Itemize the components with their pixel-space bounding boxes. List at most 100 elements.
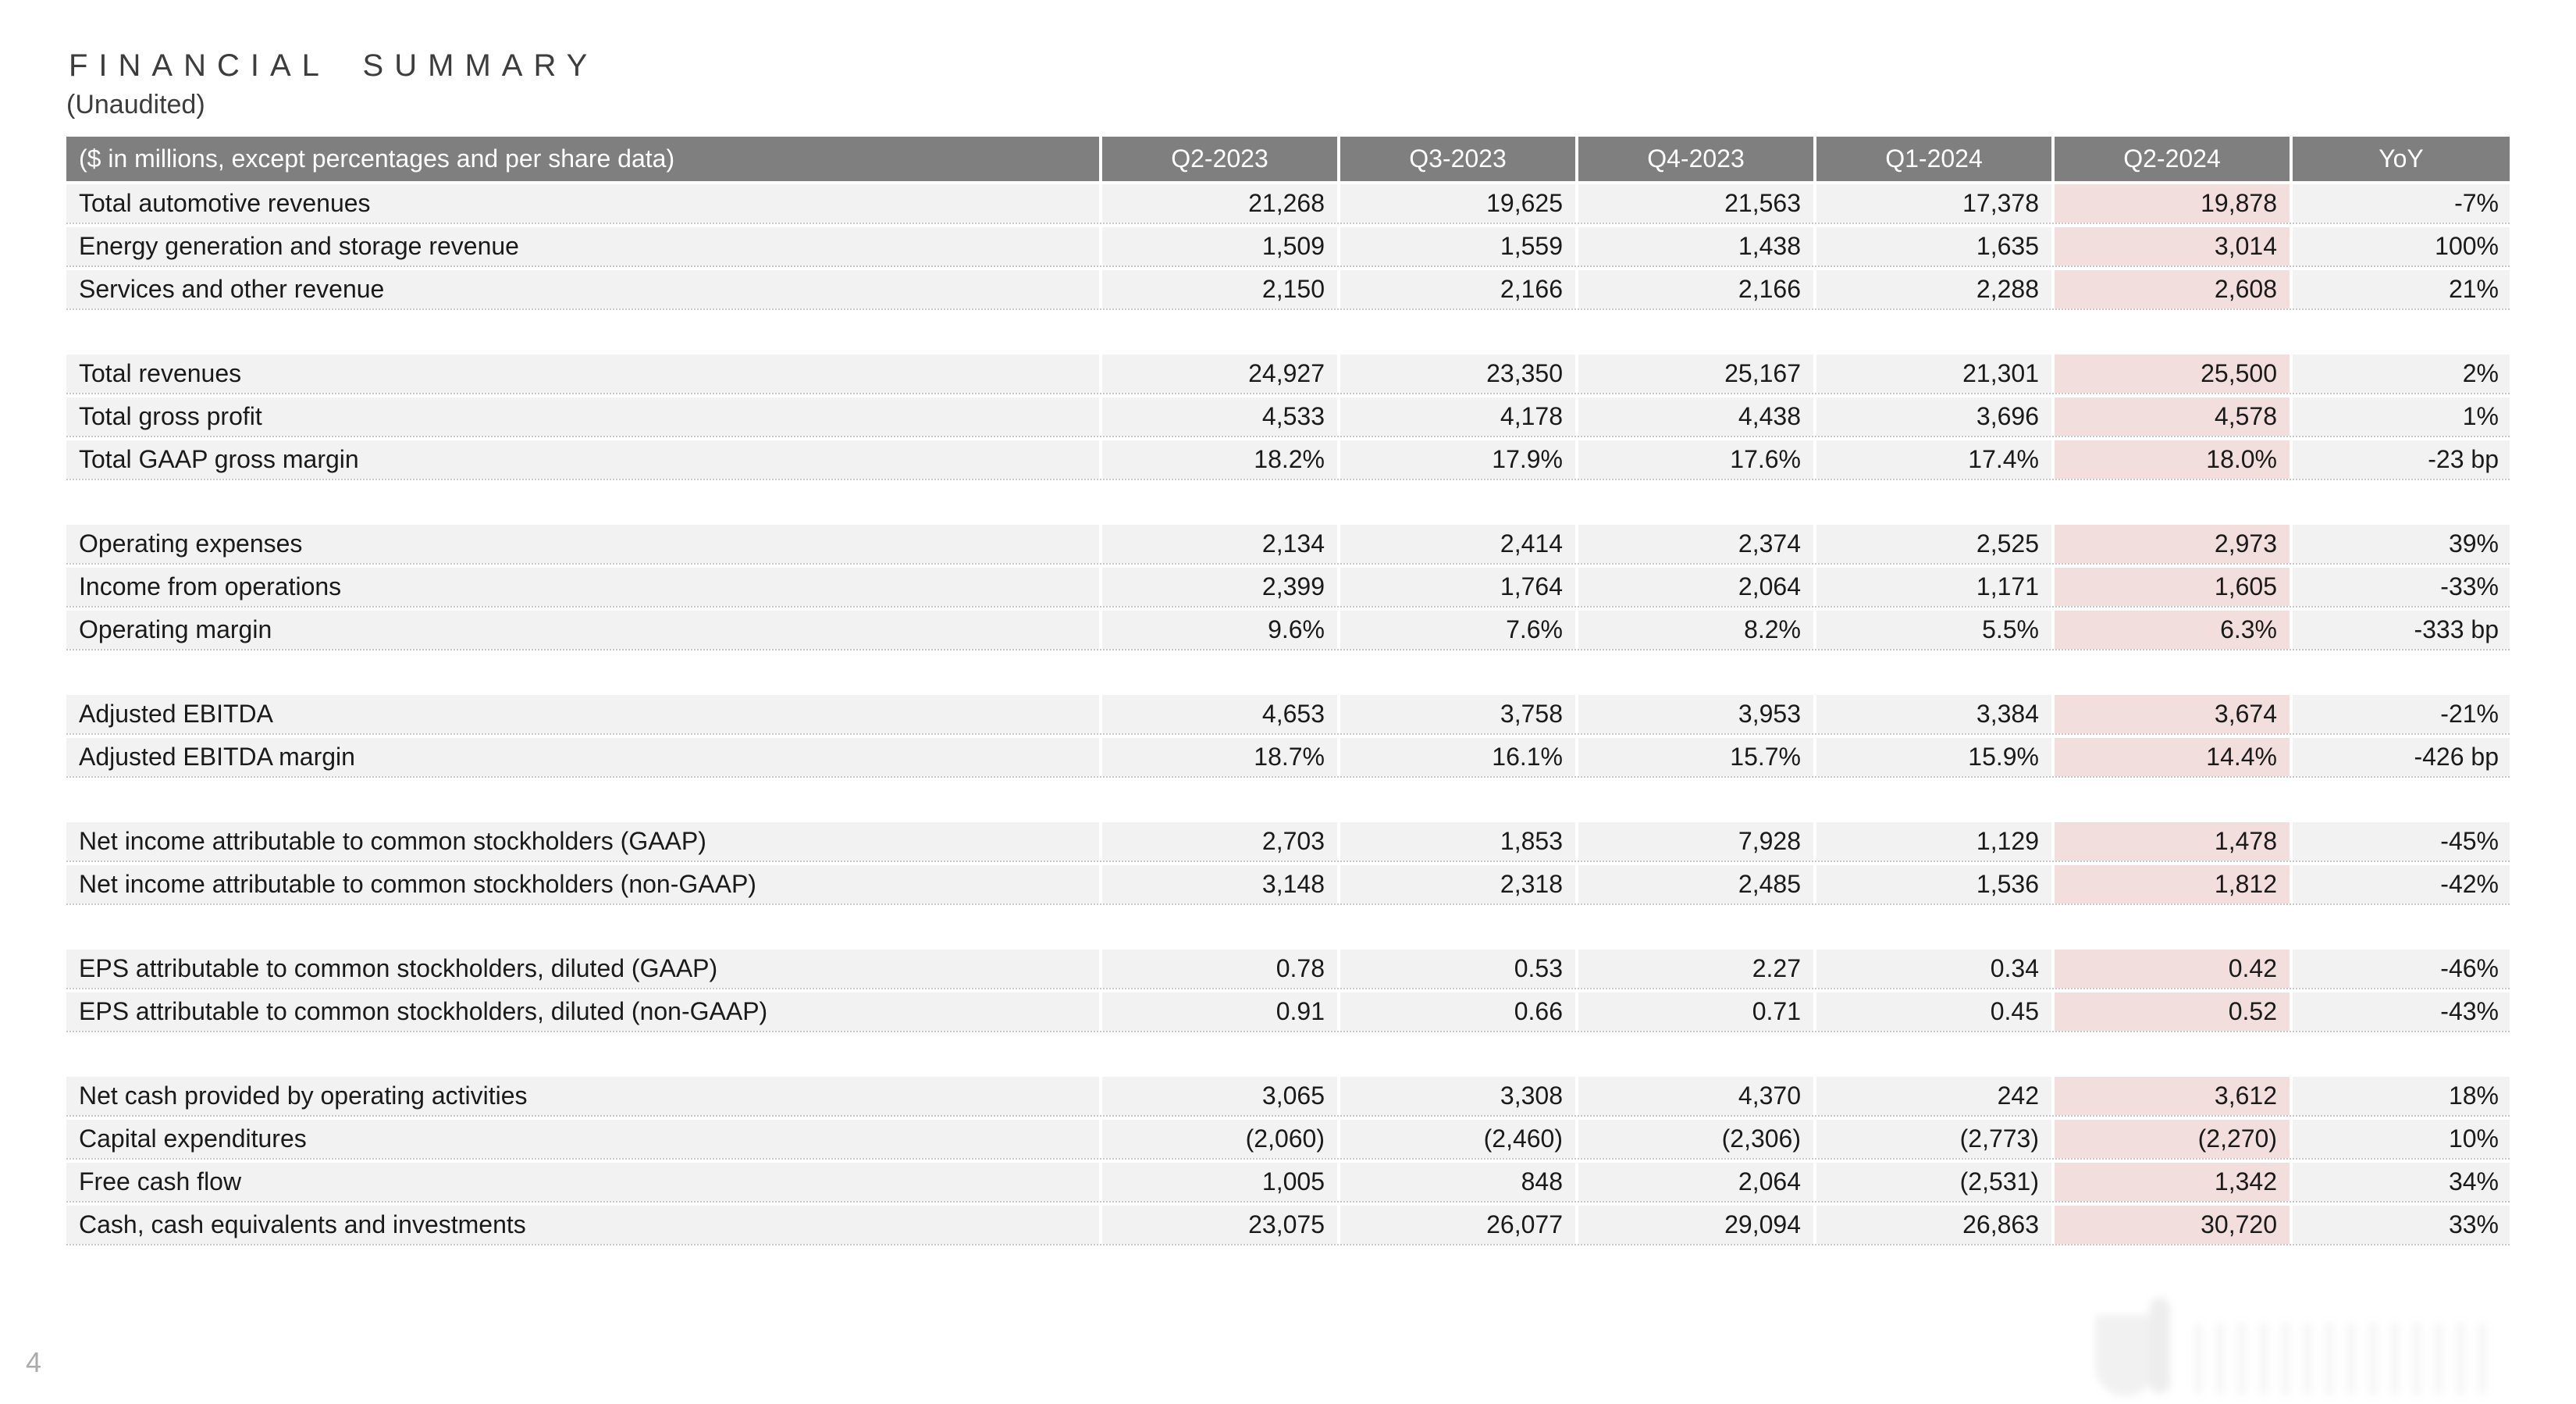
header-cell-q1-2024: Q1-2024 [1816,137,2051,181]
value-cell-highlight: 6.3% [2055,611,2290,649]
value-cell: 0.34 [1816,950,2051,988]
value-cell: 18.2% [1102,440,1337,479]
row-label: Total GAAP gross margin [66,440,1099,479]
value-cell: 1,171 [1816,568,2051,606]
value-cell-highlight: 4,578 [2055,397,2290,436]
value-cell: (2,460) [1340,1120,1575,1158]
row-label: Free cash flow [66,1163,1099,1201]
value-cell-highlight: 1,342 [2055,1163,2290,1201]
value-cell: 0.71 [1578,992,1813,1031]
row-label: Adjusted EBITDA [66,695,1099,733]
row-group-spacer [66,654,2510,695]
value-cell: 1,764 [1340,568,1575,606]
header-cell-q2-2023: Q2-2023 [1102,137,1337,181]
row-label: EPS attributable to common stockholders,… [66,950,1099,988]
yoy-cell: 1% [2293,397,2510,436]
yoy-cell: -46% [2293,950,2510,988]
value-cell-highlight: 25,500 [2055,355,2290,393]
value-cell-highlight: (2,270) [2055,1120,2290,1158]
value-cell: (2,531) [1816,1163,2051,1201]
table-row: EPS attributable to common stockholders,… [66,950,2510,989]
value-cell: 17.9% [1340,440,1575,479]
value-cell: 2,150 [1102,270,1337,308]
value-cell: 2,374 [1578,525,1813,563]
value-cell: 2,134 [1102,525,1337,563]
value-cell: 0.91 [1102,992,1337,1031]
value-cell: 0.45 [1816,992,2051,1031]
value-cell: 17.6% [1578,440,1813,479]
row-group-spacer [66,908,2510,950]
value-cell: 4,178 [1340,397,1575,436]
value-cell: 2,318 [1340,865,1575,903]
yoy-cell: 39% [2293,525,2510,563]
yoy-cell: 100% [2293,227,2510,265]
value-cell: 3,308 [1340,1077,1575,1115]
table-row: Capital expenditures (2,060) (2,460) (2,… [66,1120,2510,1160]
value-cell: 1,559 [1340,227,1575,265]
value-cell: 8.2% [1578,611,1813,649]
header-cell-yoy: YoY [2293,137,2510,181]
value-cell: 2,166 [1340,270,1575,308]
table-row: Free cash flow 1,005 848 2,064 (2,531) 1… [66,1163,2510,1203]
yoy-cell: -23 bp [2293,440,2510,479]
watermark-shape [2150,1298,2170,1393]
value-cell: 2,288 [1816,270,2051,308]
watermark [2069,1288,2506,1404]
value-cell-highlight: 1,478 [2055,822,2290,861]
value-cell: 9.6% [1102,611,1337,649]
table-row: Net income attributable to common stockh… [66,822,2510,862]
value-cell: 17,378 [1816,184,2051,223]
header-cell-q3-2023: Q3-2023 [1340,137,1575,181]
table-row: EPS attributable to common stockholders,… [66,992,2510,1032]
table-row: Adjusted EBITDA 4,653 3,758 3,953 3,384 … [66,695,2510,735]
row-label: Net cash provided by operating activitie… [66,1077,1099,1115]
value-cell: 2.27 [1578,950,1813,988]
watermark-shape [2095,1315,2156,1396]
value-cell-highlight: 3,014 [2055,227,2290,265]
yoy-cell: -45% [2293,822,2510,861]
value-cell: 4,533 [1102,397,1337,436]
header-cell-q4-2023: Q4-2023 [1578,137,1813,181]
row-label: Net income attributable to common stockh… [66,822,1099,861]
value-cell: 15.7% [1578,738,1813,776]
header-cell-q2-2024: Q2-2024 [2055,137,2290,181]
row-group-spacer [66,781,2510,822]
value-cell: 23,075 [1102,1206,1337,1244]
value-cell: 19,625 [1340,184,1575,223]
value-cell: 1,635 [1816,227,2051,265]
value-cell: 848 [1340,1163,1575,1201]
value-cell-highlight: 18.0% [2055,440,2290,479]
row-label: Adjusted EBITDA margin [66,738,1099,776]
value-cell: 21,268 [1102,184,1337,223]
row-label: Operating expenses [66,525,1099,563]
value-cell-highlight: 3,612 [2055,1077,2290,1115]
yoy-cell: 10% [2293,1120,2510,1158]
value-cell: 3,696 [1816,397,2051,436]
value-cell: 3,148 [1102,865,1337,903]
value-cell: 26,077 [1340,1206,1575,1244]
yoy-cell: 33% [2293,1206,2510,1244]
table-body: Total automotive revenues 21,268 19,625 … [66,184,2510,1245]
value-cell: 1,853 [1340,822,1575,861]
value-cell: 1,509 [1102,227,1337,265]
row-label: Total automotive revenues [66,184,1099,223]
value-cell: 2,525 [1816,525,2051,563]
value-cell-highlight: 0.42 [2055,950,2290,988]
row-label: Total revenues [66,355,1099,393]
value-cell: 29,094 [1578,1206,1813,1244]
value-cell-highlight: 1,812 [2055,865,2290,903]
value-cell: 2,064 [1578,568,1813,606]
value-cell: 15.9% [1816,738,2051,776]
row-label: Operating margin [66,611,1099,649]
table-row: Adjusted EBITDA margin 18.7% 16.1% 15.7%… [66,738,2510,778]
value-cell: 4,438 [1578,397,1813,436]
value-cell: 17.4% [1816,440,2051,479]
page-subtitle: (Unaudited) [66,90,205,119]
value-cell-highlight: 14.4% [2055,738,2290,776]
page-title: FINANCIAL SUMMARY [69,48,599,83]
page-number: 4 [26,1346,42,1378]
value-cell: 4,653 [1102,695,1337,733]
value-cell: 7,928 [1578,822,1813,861]
yoy-cell: -333 bp [2293,611,2510,649]
row-group-spacer [66,313,2510,355]
